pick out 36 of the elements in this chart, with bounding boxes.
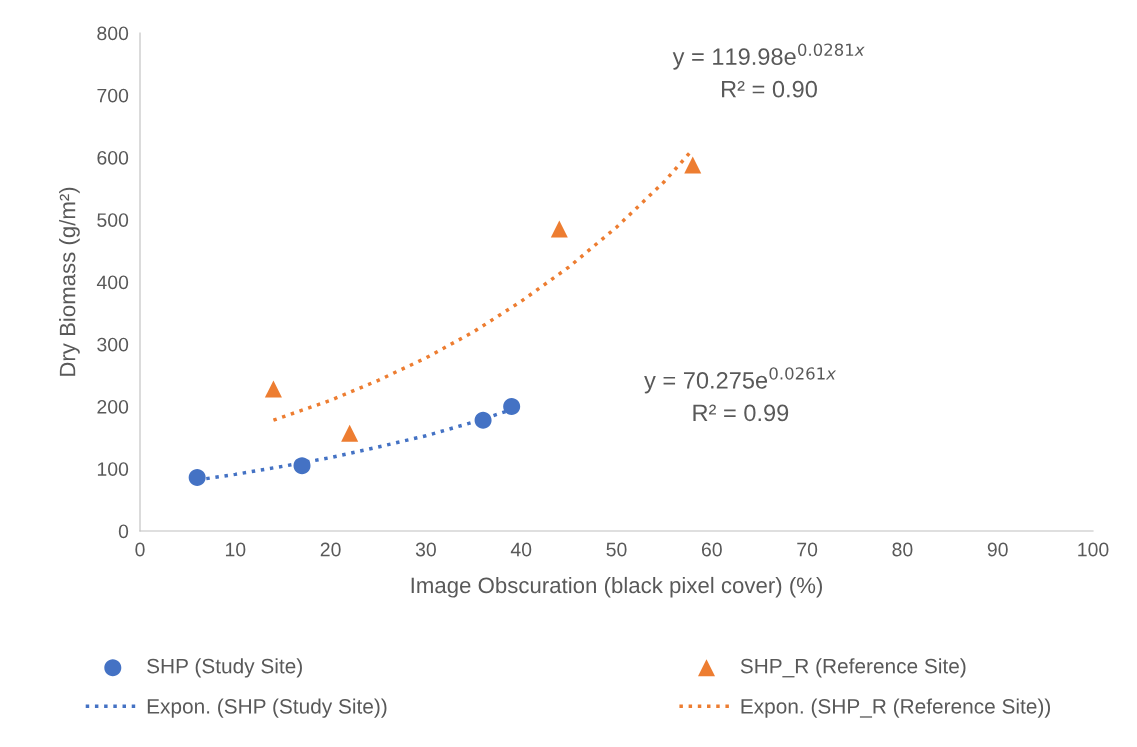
y-tick-label: 0 [118, 524, 129, 539]
y-tick-label: 100 [97, 462, 129, 476]
point [341, 424, 359, 442]
x-tick-label: 20 [320, 542, 341, 557]
x-tick-label: 30 [415, 542, 436, 557]
legend-label: SHP_R (Reference Site) [740, 658, 966, 678]
x-tick-label: 70 [797, 542, 818, 557]
y-tick-label: 800 [97, 26, 129, 41]
x-tick-label: 80 [892, 542, 913, 557]
x-tick-label: 40 [510, 542, 532, 557]
y-tick-label: 600 [97, 150, 129, 165]
y-tick-label: 700 [97, 88, 129, 103]
point [503, 397, 521, 416]
text: y = 70.275e$^{0.0261x}$ R² = 0.99 [644, 367, 837, 422]
y-axis-title: Dry Biomass (g/m²) [59, 187, 80, 376]
y-tick-label: 200 [97, 399, 129, 414]
x-tick-label: 60 [701, 542, 722, 557]
point [684, 156, 702, 174]
y-tick-label: 500 [97, 213, 129, 227]
x-tick-label: 50 [606, 542, 627, 557]
y-tick-label: 400 [96, 275, 129, 290]
legend-label: SHP (Study Site) [147, 658, 302, 678]
x-tick-label: 10 [225, 542, 246, 557]
point [188, 468, 206, 486]
x-tick-label: 0 [135, 542, 145, 557]
legend-label: Expon. (SHP_R (Reference Site)) [741, 698, 1050, 718]
x-tick-label: 100 [1078, 542, 1109, 557]
point [474, 411, 492, 429]
point [293, 457, 311, 475]
x-tick-label: 90 [987, 542, 1008, 557]
text: y = 119.98e$^{0.0281x}$ R² = 0.90 [672, 43, 865, 98]
point [550, 220, 568, 238]
point [264, 380, 282, 398]
y-tick-label: 300 [97, 337, 129, 352]
x-axis-title: Image Obscuration (black pixel cover) (%) [411, 576, 822, 598]
legend-label: Expon. (SHP (Study Site)) [147, 698, 387, 718]
